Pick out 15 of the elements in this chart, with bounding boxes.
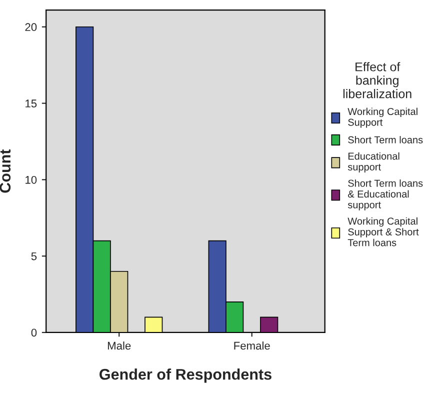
y-tick-label: 15	[26, 100, 37, 108]
y-axis-title: Count	[0, 149, 11, 193]
y-tick-label: 10	[26, 176, 37, 184]
legend-label: Working Capital Support & Short Term loans	[348, 217, 419, 246]
legend-title: Effect of banking liberalization	[343, 62, 412, 98]
legend-label: Educational support	[348, 152, 400, 172]
y-tick-label: 20	[25, 23, 37, 32]
legend-label: Short Term loans	[348, 136, 423, 144]
x-tick-label: Female	[234, 342, 270, 350]
x-axis-title: Gender of Respondents	[100, 368, 272, 383]
y-tick-label: 5	[31, 252, 37, 260]
legend-label: Working Capital Support	[348, 108, 418, 128]
legend-label: Short Term loans & Educational support	[348, 179, 423, 210]
y-tick-label: 0	[31, 328, 37, 337]
x-tick-label: Male	[108, 342, 131, 350]
